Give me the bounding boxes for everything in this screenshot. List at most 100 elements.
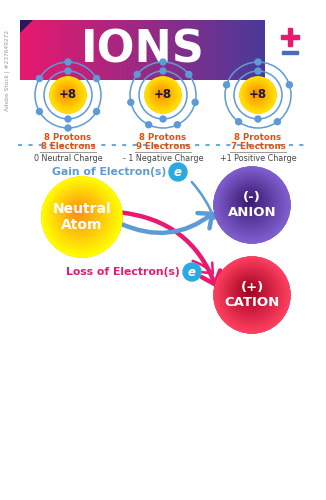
Circle shape <box>65 200 95 230</box>
Circle shape <box>52 187 110 244</box>
Text: +1 Positive Charge: +1 Positive Charge <box>220 154 296 163</box>
Circle shape <box>214 257 290 333</box>
Text: +8: +8 <box>59 88 77 102</box>
FancyArrowPatch shape <box>192 182 218 218</box>
Circle shape <box>67 201 92 226</box>
Circle shape <box>156 88 168 100</box>
Circle shape <box>58 192 104 238</box>
Circle shape <box>154 86 170 102</box>
Circle shape <box>94 76 99 82</box>
Circle shape <box>247 198 251 202</box>
Circle shape <box>223 265 280 322</box>
Circle shape <box>250 88 263 100</box>
Circle shape <box>246 84 268 105</box>
Circle shape <box>240 282 259 300</box>
Circle shape <box>77 211 82 216</box>
Circle shape <box>74 208 85 219</box>
Circle shape <box>57 192 104 238</box>
Circle shape <box>58 86 76 102</box>
Circle shape <box>68 202 90 224</box>
Circle shape <box>245 82 269 106</box>
Circle shape <box>147 80 178 110</box>
Circle shape <box>235 187 265 217</box>
Circle shape <box>69 204 89 223</box>
Circle shape <box>230 272 271 312</box>
Circle shape <box>152 84 172 104</box>
Circle shape <box>230 272 272 314</box>
Circle shape <box>56 84 78 105</box>
Circle shape <box>72 206 87 221</box>
Circle shape <box>153 85 171 103</box>
Circle shape <box>235 277 265 307</box>
Text: - 1 Negative Charge: - 1 Negative Charge <box>123 154 203 163</box>
FancyArrowPatch shape <box>120 212 220 284</box>
Circle shape <box>232 274 269 310</box>
Circle shape <box>225 267 278 320</box>
Circle shape <box>160 59 166 65</box>
Bar <box>281 35 299 39</box>
Circle shape <box>157 90 166 98</box>
Circle shape <box>239 281 260 302</box>
Circle shape <box>50 184 112 247</box>
Text: 0 Neutral Charge: 0 Neutral Charge <box>34 154 102 163</box>
Circle shape <box>44 179 119 254</box>
Circle shape <box>51 78 84 112</box>
Circle shape <box>77 210 80 214</box>
Circle shape <box>243 80 272 109</box>
Circle shape <box>54 189 107 242</box>
Circle shape <box>55 82 80 106</box>
Circle shape <box>242 284 257 298</box>
Circle shape <box>242 194 257 208</box>
Circle shape <box>231 184 270 222</box>
Circle shape <box>47 182 116 251</box>
Circle shape <box>217 170 286 238</box>
Circle shape <box>76 210 81 214</box>
Circle shape <box>156 88 167 99</box>
Circle shape <box>224 266 279 321</box>
Circle shape <box>56 82 79 106</box>
Text: 8 Protons: 8 Protons <box>140 133 186 142</box>
Circle shape <box>148 80 177 110</box>
Circle shape <box>149 81 176 108</box>
Circle shape <box>253 90 259 96</box>
Circle shape <box>251 88 262 100</box>
Circle shape <box>56 83 79 106</box>
Circle shape <box>61 88 72 100</box>
Circle shape <box>65 200 94 228</box>
Circle shape <box>62 196 99 233</box>
Circle shape <box>64 90 69 96</box>
Circle shape <box>154 86 170 102</box>
Text: +8: +8 <box>249 88 267 102</box>
Circle shape <box>145 77 181 113</box>
Circle shape <box>71 205 88 222</box>
Circle shape <box>58 193 103 238</box>
Circle shape <box>59 86 75 102</box>
Circle shape <box>241 282 258 300</box>
Circle shape <box>70 204 89 224</box>
Text: Adobe Stock | #237649272: Adobe Stock | #237649272 <box>4 30 10 110</box>
Circle shape <box>45 180 119 254</box>
Circle shape <box>222 264 281 324</box>
Circle shape <box>220 263 283 326</box>
Circle shape <box>154 86 170 102</box>
Circle shape <box>63 197 98 232</box>
Circle shape <box>236 278 264 306</box>
Circle shape <box>230 182 271 222</box>
Circle shape <box>60 87 73 101</box>
Circle shape <box>59 194 102 237</box>
Circle shape <box>153 84 171 103</box>
Circle shape <box>214 167 290 243</box>
Circle shape <box>238 280 262 304</box>
Circle shape <box>247 84 268 104</box>
Circle shape <box>229 181 273 224</box>
Circle shape <box>62 196 97 232</box>
Circle shape <box>148 80 177 109</box>
Circle shape <box>53 188 109 244</box>
Circle shape <box>237 188 263 215</box>
Circle shape <box>60 88 73 100</box>
Text: +8: +8 <box>154 88 172 102</box>
Circle shape <box>250 87 263 101</box>
Circle shape <box>65 92 67 94</box>
Circle shape <box>52 79 83 110</box>
Circle shape <box>42 177 122 257</box>
